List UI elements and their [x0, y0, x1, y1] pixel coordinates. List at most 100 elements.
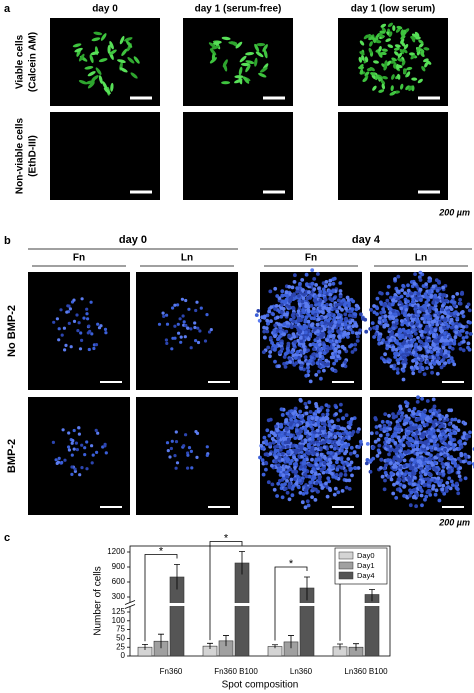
nucleus [314, 283, 318, 287]
nucleus [379, 457, 384, 462]
cells [72, 31, 140, 96]
nucleus [65, 310, 69, 314]
nucleus [398, 404, 403, 409]
nucleus [310, 281, 315, 286]
nucleus [414, 352, 419, 357]
nucleus [425, 324, 429, 329]
x-tick-label: Ln360 [290, 667, 313, 676]
nucleus [266, 321, 270, 326]
cell [263, 49, 268, 59]
cell [103, 87, 111, 95]
cell [259, 67, 268, 73]
nucleus [82, 316, 86, 320]
nucleus [437, 471, 442, 476]
bar-break [169, 603, 185, 606]
nucleus [314, 481, 319, 486]
nucleus [69, 345, 73, 349]
nucleus [303, 447, 307, 451]
nucleus [277, 467, 282, 471]
nucleus [311, 420, 316, 424]
nucleus [83, 446, 87, 450]
cell [382, 76, 388, 80]
nucleus [430, 320, 435, 324]
nucleus [375, 296, 380, 301]
nucleus [385, 439, 390, 444]
nucleus [432, 334, 436, 339]
cell [423, 47, 430, 51]
nucleus [406, 299, 410, 304]
nucleus [394, 347, 399, 352]
nucleus [407, 471, 412, 476]
cell [98, 75, 103, 84]
nucleus [421, 444, 426, 449]
nucleus [402, 435, 407, 440]
cell [406, 71, 411, 77]
nucleus [348, 422, 353, 427]
nucleus [328, 454, 332, 459]
nucleus [434, 339, 438, 344]
nucleus [268, 336, 273, 340]
cell [417, 78, 423, 84]
nucleus [376, 437, 381, 442]
nucleus [291, 319, 296, 324]
nucleus [387, 422, 392, 427]
nucleus [77, 426, 81, 430]
column-header: Ln [181, 253, 193, 264]
nucleus [67, 445, 71, 449]
nucleus [302, 453, 307, 457]
nucleus [302, 326, 306, 330]
nucleus [281, 436, 286, 441]
nucleus [451, 483, 455, 487]
nucleus [205, 313, 209, 317]
nucleus [264, 461, 269, 466]
nucleus [278, 444, 282, 449]
y-tick-label: 75 [116, 625, 125, 634]
cell [377, 51, 383, 57]
significance-mark: * [159, 545, 164, 557]
nucleus [304, 315, 309, 320]
nucleus [306, 503, 311, 508]
nucleus [348, 451, 353, 456]
nucleus [368, 327, 373, 331]
nucleus [285, 294, 290, 299]
nucleus [272, 329, 277, 333]
nucleus [419, 358, 424, 363]
cell [370, 72, 376, 76]
nucleus [313, 498, 318, 502]
nucleus [456, 456, 461, 461]
cell [72, 43, 82, 48]
nucleus [304, 411, 309, 416]
nucleus [333, 454, 338, 458]
nucleus [293, 436, 298, 440]
nucleus [414, 331, 418, 336]
nucleus [415, 443, 420, 448]
nucleus [416, 292, 421, 296]
nucleus [310, 268, 315, 272]
nucleus [268, 441, 272, 446]
nucleus [327, 327, 332, 332]
nucleus [348, 344, 352, 349]
scale-label: 200 µm [438, 517, 470, 527]
cell [238, 66, 243, 76]
nucleus [350, 330, 355, 335]
cell [107, 44, 111, 54]
nucleus [318, 306, 323, 311]
nucleus [297, 355, 301, 360]
nucleus [458, 478, 463, 482]
nucleus [62, 326, 66, 330]
nucleus [424, 341, 429, 346]
nucleus [274, 304, 279, 308]
nucleus [400, 333, 404, 338]
nucleus [285, 474, 289, 479]
nucleus [375, 306, 380, 311]
nucleus [343, 360, 348, 364]
nucleus [290, 285, 295, 290]
nucleus [411, 411, 416, 416]
nucleus [174, 440, 179, 444]
nucleus [344, 478, 349, 483]
nucleus [425, 439, 430, 443]
y-tick-label: 0 [121, 651, 126, 660]
nucleus [104, 331, 108, 335]
cell [109, 41, 114, 50]
nucleus [321, 332, 326, 337]
